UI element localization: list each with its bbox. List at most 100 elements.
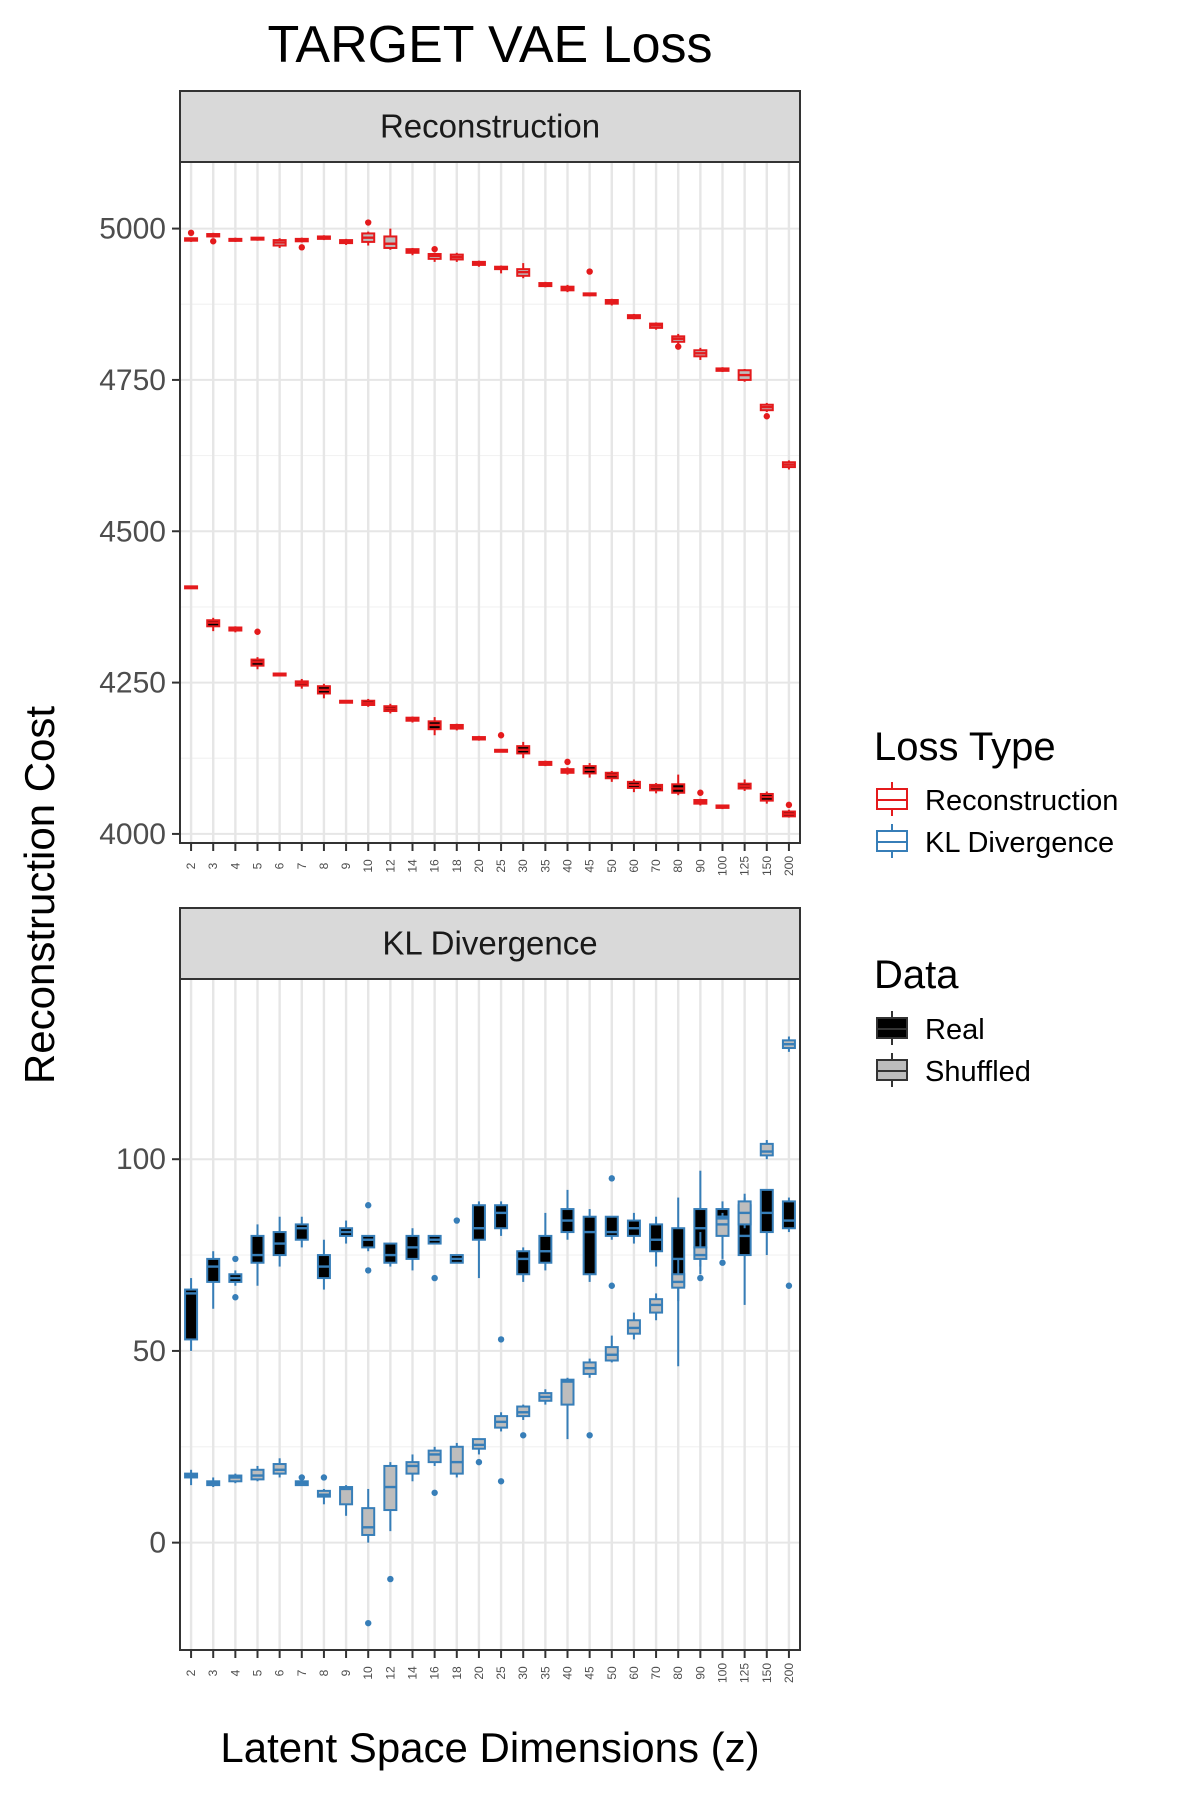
box-outlier-point [719,1259,726,1266]
y-tick-label: 5000 [99,213,166,246]
box-outlier-point [785,1282,793,1289]
box-outlier-point [232,1294,239,1301]
box-body [781,1200,796,1230]
box-real-10 [361,698,376,707]
box-shuffled-45 [582,268,597,297]
panel-border [179,978,801,1651]
box-real-40 [560,1189,575,1240]
box-shuffled-35 [538,1389,553,1405]
box-shuffled-16 [427,1446,442,1496]
x-tick-label: 12 [383,1666,397,1680]
box-body [250,1234,265,1264]
box-real-18 [449,1217,464,1264]
box-real-50 [604,770,619,782]
y-axis-title: Reconstruction Cost [16,706,63,1084]
box-shuffled-10 [361,1488,376,1627]
box-real-30 [516,1247,531,1282]
x-axis-title: Latent Space Dimensions (z) [220,1724,759,1771]
x-tick-label: 7 [295,862,309,869]
box-real-200 [781,801,796,818]
x-tick-label: 4 [228,862,242,869]
x-tick-label: 70 [649,1666,663,1680]
box-outlier-point [254,628,261,635]
legend-data: Data Real Shuffled [874,953,1031,1088]
box-shuffled-50 [604,298,619,306]
x-tick-label: 3 [206,1669,220,1676]
x-tick-label: 10 [361,1666,375,1680]
box-body [516,1250,531,1276]
box-real-6 [272,672,287,677]
box-body [427,1449,442,1464]
box-real-2 [184,1278,199,1351]
box-real-100 [715,804,730,810]
box-outlier-point [365,219,372,226]
box-body [449,1445,464,1475]
box-real-2 [184,585,199,590]
x-tick-label: 6 [273,1669,287,1676]
box-real-90 [693,789,708,806]
panel-strip-label: KL Divergence [382,925,597,962]
box-outlier-point [365,1619,372,1627]
box-real-50 [604,1175,619,1289]
box-shuffled-5 [250,1465,265,1482]
box-outlier-point [210,238,217,245]
box-real-40 [560,758,575,775]
x-tick-label: 45 [583,1666,597,1680]
box-shuffled-6 [272,238,287,248]
legend-title: Data [874,953,959,997]
x-tick-label: 5 [251,1669,265,1676]
x-tick-label: 2 [184,862,198,869]
x-tick-label: 16 [428,1666,442,1680]
box-shuffled-60 [626,1312,641,1340]
box-shuffled-35 [538,281,553,288]
panel-border [179,161,801,844]
box-outlier-point [763,413,770,420]
x-tick-label: 60 [627,1666,641,1680]
box-shuffled-18 [449,252,464,262]
box-body [560,1378,575,1406]
box-real-70 [649,783,664,794]
x-tick-label: 60 [627,859,641,873]
box-outlier-point [365,1202,372,1209]
x-tick-label: 90 [693,1666,707,1680]
box-body [693,1246,708,1260]
box-shuffled-30 [516,263,531,279]
x-tick-label: 4 [228,1669,242,1676]
box-outlier-point [187,229,195,237]
box-shuffled-200 [781,1036,796,1052]
box-shuffled-8 [316,1474,331,1505]
x-tick-label: 14 [406,859,420,873]
box-shuffled-45 [582,1358,597,1439]
box-shuffled-40 [560,284,575,293]
box-shuffled-150 [759,1140,774,1160]
legend-title: Loss Type [874,725,1056,769]
box-real-30 [516,741,531,759]
legend-label: Shuffled [925,1056,1031,1088]
box-real-90 [693,1170,708,1267]
x-tick-label: 200 [782,1663,796,1683]
box-outlier-point [586,1432,593,1439]
x-tick-label: 10 [361,859,375,873]
x-tick-label: 125 [738,1663,752,1683]
box-real-18 [449,723,464,731]
x-tick-label: 50 [605,1666,619,1680]
box-real-200 [781,1197,796,1289]
x-tick-label: 90 [693,859,707,873]
legend-loss-type: Loss Type Reconstruction KL Divergence [874,725,1118,859]
box-real-7 [294,1216,309,1248]
box-body [582,1215,597,1276]
box-shuffled-14 [405,1454,420,1482]
box-shuffled-14 [405,247,420,256]
x-tick-label: 50 [605,859,619,873]
box-shuffled-70 [649,1293,664,1321]
box-shuffled-125 [737,1193,752,1229]
box-real-16 [427,1234,442,1282]
box-real-4 [228,626,243,633]
box-real-20 [471,735,486,741]
x-tick-label: 150 [760,1663,774,1683]
x-tick-label: 18 [450,859,464,873]
box-body [759,1142,774,1157]
box-real-80 [671,774,686,796]
